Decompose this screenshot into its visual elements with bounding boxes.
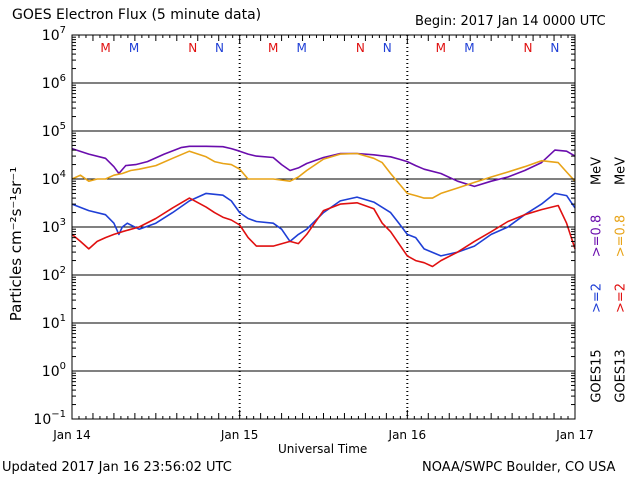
x-tick-label: Jan 15 bbox=[220, 428, 259, 442]
orbit-marker: M bbox=[436, 41, 446, 55]
y-tick-label: 102 bbox=[42, 265, 66, 284]
y-tick-label: 10−1 bbox=[33, 409, 66, 428]
series-line-3 bbox=[71, 197, 576, 268]
x-tick-label: Jan 14 bbox=[52, 428, 91, 442]
legend-goes15-ge2-text: >=2 bbox=[589, 282, 605, 314]
y-tick-label: 104 bbox=[42, 169, 66, 188]
legend-goes15-ge08-text: >=0.8 bbox=[589, 214, 605, 258]
legend-goes13-text: GOES13 bbox=[613, 349, 629, 403]
y-tick-label: 107 bbox=[42, 25, 66, 44]
legend-goes13-ge08-text: >=0.8 bbox=[613, 214, 629, 258]
x-axis-label: Universal Time bbox=[278, 442, 368, 456]
chart-grid bbox=[72, 35, 575, 419]
orbit-marker: M bbox=[268, 41, 278, 55]
series-line-0 bbox=[71, 145, 576, 188]
legend-mev-2-text: MeV bbox=[613, 156, 629, 186]
updated-timestamp: Updated 2017 Jan 16 23:56:02 UTC bbox=[2, 460, 232, 475]
credit-label: NOAA/SWPC Boulder, CO USA bbox=[422, 460, 616, 475]
x-tick-label: Jan 16 bbox=[388, 428, 427, 442]
orbit-marker: M bbox=[464, 41, 474, 55]
series-line-1 bbox=[71, 150, 576, 199]
orbit-marker: N bbox=[356, 41, 365, 55]
y-axis-label-text: Particles cm⁻²s⁻¹sr⁻¹ bbox=[7, 166, 25, 322]
y-tick-label: 103 bbox=[42, 217, 66, 236]
orbit-marker: N bbox=[524, 41, 533, 55]
y-tick-label: 100 bbox=[42, 361, 66, 380]
orbit-marker: N bbox=[188, 41, 197, 55]
legend-mev-1-text: MeV bbox=[589, 156, 605, 186]
orbit-marker: M bbox=[100, 41, 110, 55]
y-tick-label: 106 bbox=[42, 73, 66, 92]
x-tick-label: Jan 17 bbox=[555, 428, 594, 442]
legend-goes15-text: GOES15 bbox=[589, 349, 605, 403]
chart-series-layer bbox=[71, 145, 576, 268]
orbit-marker: N bbox=[215, 41, 224, 55]
series-line-2 bbox=[71, 192, 576, 257]
begin-time-label: Begin: 2017 Jan 14 0000 UTC bbox=[415, 14, 606, 29]
y-tick-label: 101 bbox=[42, 313, 66, 332]
orbit-marker: N bbox=[383, 41, 392, 55]
chart-axes: 10−1 100 101 102 103 104 105 106 107 Jan 14 Jan 15… bbox=[33, 25, 593, 442]
orbit-marker: M bbox=[129, 41, 139, 55]
orbit-marker: N bbox=[550, 41, 559, 55]
chart-title: GOES Electron Flux (5 minute data) bbox=[12, 7, 262, 23]
y-tick-label: 105 bbox=[42, 121, 66, 140]
orbit-marker: M bbox=[297, 41, 307, 55]
legend-goes13-ge2-text: >=2 bbox=[613, 282, 629, 314]
